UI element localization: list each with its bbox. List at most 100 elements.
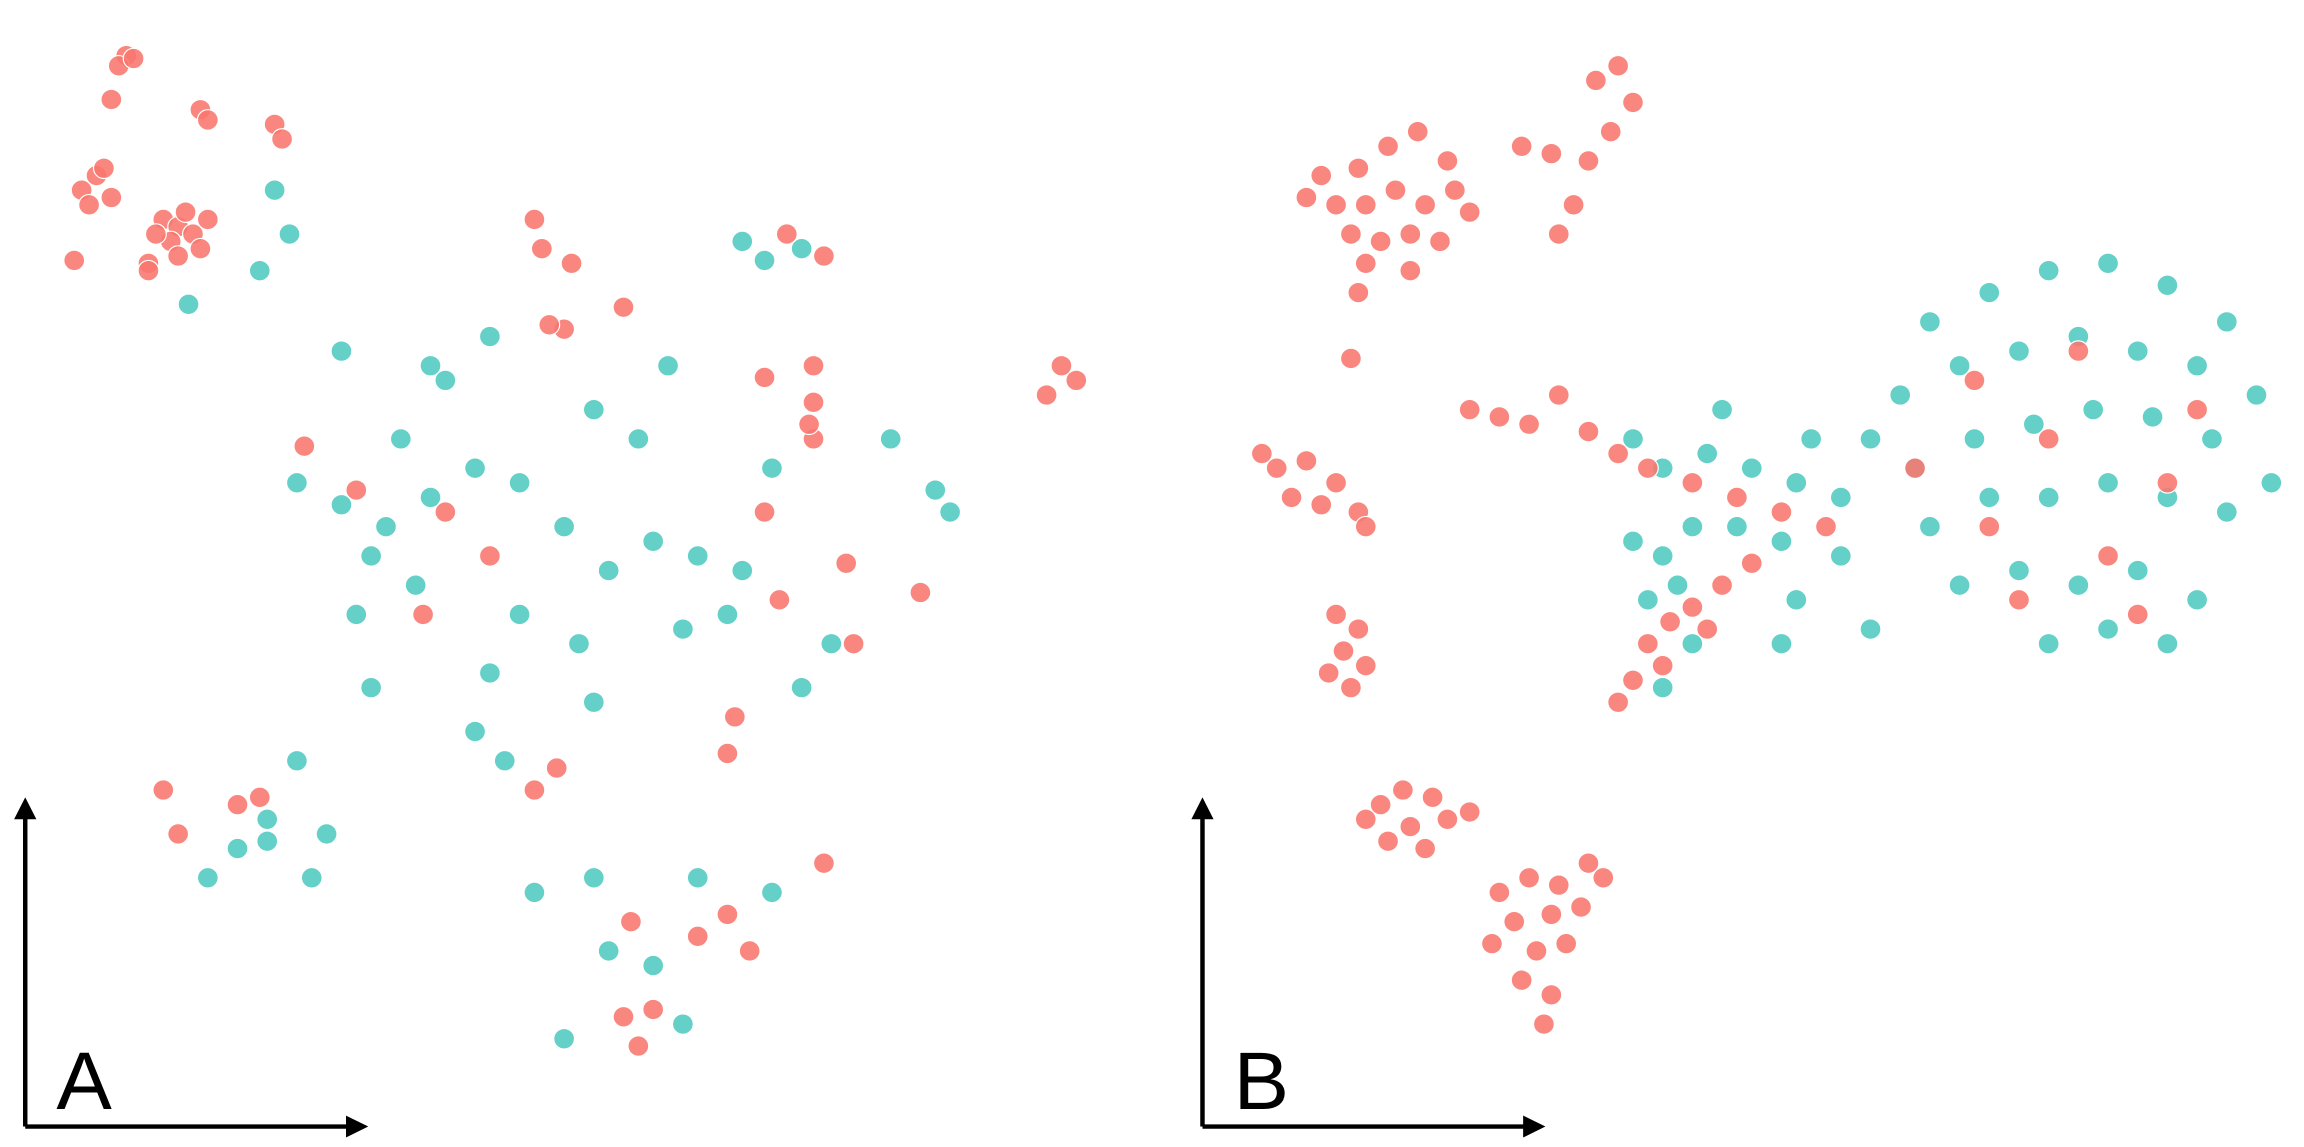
- scatter-point: [63, 249, 86, 272]
- scatter-point: [1429, 230, 1451, 253]
- scatter-point: [1681, 632, 1704, 655]
- scatter-point: [753, 366, 776, 389]
- scatter-point: [642, 530, 665, 553]
- scatter-point: [1369, 793, 1392, 816]
- scatter-point: [1918, 515, 1941, 538]
- scatter-point: [1696, 618, 1719, 640]
- scatter-point: [1250, 442, 1273, 465]
- scatter-point: [1540, 903, 1563, 926]
- scatter-point: [345, 603, 368, 626]
- scatter-point: [1518, 413, 1541, 436]
- scatter-point: [1622, 428, 1644, 450]
- scatter-point: [798, 413, 821, 436]
- scatter-point: [152, 779, 175, 801]
- scatter-point: [1859, 618, 1882, 640]
- scatter-point: [1592, 866, 1615, 889]
- scatter-point: [2037, 486, 2060, 509]
- scatter-point: [404, 574, 427, 597]
- scatter-point: [1280, 486, 1303, 509]
- scatter-point: [775, 223, 798, 245]
- scatter-point: [177, 293, 200, 316]
- scatter-point: [1339, 676, 1362, 699]
- scatter-point: [2097, 471, 2120, 494]
- scatter-point: [582, 691, 605, 714]
- scatter-point: [1384, 179, 1407, 202]
- scatter-point: [627, 428, 650, 450]
- scatter-point: [1347, 281, 1370, 304]
- scatter-point: [1681, 471, 1704, 494]
- scatter-point: [1651, 545, 1674, 567]
- scatter-point: [1510, 969, 1533, 992]
- scatter-point: [1377, 830, 1400, 853]
- scatter-point: [1347, 157, 1370, 180]
- scatter-point: [1725, 486, 1748, 509]
- scatter-point: [879, 428, 902, 450]
- scatter-point: [1622, 91, 1644, 114]
- scatter-point: [1577, 852, 1600, 875]
- scatter-point: [1711, 574, 1734, 597]
- scatter-point: [1458, 201, 1481, 223]
- scatter-point: [1354, 252, 1377, 275]
- scatter-point: [612, 296, 635, 319]
- scatter-point: [464, 720, 487, 743]
- scatter-point: [1488, 881, 1511, 904]
- scatter-point: [1577, 420, 1600, 443]
- scatter-point: [2186, 354, 2209, 377]
- scatter-point: [196, 208, 219, 231]
- scatter-point: [716, 903, 739, 926]
- scatter-point: [1711, 398, 1734, 421]
- scatter-point: [1681, 596, 1704, 618]
- scatter-point: [508, 603, 531, 626]
- scatter-point: [2215, 501, 2238, 523]
- scatter-point: [1978, 486, 2001, 509]
- scatter-point: [1577, 150, 1600, 172]
- scatter-point: [1918, 311, 1941, 333]
- scatter-point: [790, 676, 813, 699]
- scatter-point: [1399, 223, 1422, 245]
- scatter-point: [760, 881, 783, 904]
- scatter-point: [1785, 471, 1808, 494]
- scatter-point: [909, 581, 932, 604]
- scatter-point: [189, 237, 212, 260]
- scatter-point: [686, 545, 709, 567]
- scatter-point: [716, 742, 739, 765]
- scatter-point: [2007, 340, 2030, 362]
- scatter-point: [567, 632, 590, 655]
- points-layer: [63, 44, 2283, 1057]
- scatter-point: [686, 866, 709, 889]
- scatter-point: [1547, 223, 1570, 245]
- scatter-point: [1354, 515, 1377, 538]
- scatter-point: [612, 1005, 635, 1028]
- scatter-point: [144, 223, 167, 245]
- scatter-point: [2260, 471, 2283, 494]
- scatter-point: [1339, 347, 1362, 370]
- scatter-point: [122, 47, 145, 70]
- scatter-point: [582, 398, 605, 421]
- scatter-point: [731, 230, 754, 253]
- scatter-point: [226, 837, 249, 860]
- scatter-point: [723, 706, 746, 728]
- scatter-point: [1317, 662, 1340, 684]
- scatter-point: [1770, 501, 1793, 523]
- scatter-point: [1339, 223, 1362, 245]
- scatter-point: [738, 940, 761, 962]
- scatter-point: [92, 157, 115, 180]
- scatter-point: [2097, 618, 2120, 640]
- scatter-point: [686, 925, 709, 948]
- scatter-point: [671, 618, 694, 640]
- scatter-point: [760, 457, 783, 479]
- scatter-point: [671, 1013, 694, 1035]
- scatter-point: [1636, 632, 1659, 655]
- scatter-point: [1607, 442, 1630, 465]
- scatter-point: [1963, 428, 1986, 450]
- scatter-point: [293, 435, 316, 458]
- scatter-point: [2156, 471, 2179, 494]
- scatter-point: [248, 786, 271, 809]
- scatter-point: [1547, 874, 1570, 896]
- scatter-point: [434, 501, 457, 523]
- scatter-point: [1510, 135, 1533, 158]
- scatter-point: [642, 998, 665, 1021]
- scatter-point: [1740, 457, 1763, 479]
- scatter-point: [2186, 589, 2209, 611]
